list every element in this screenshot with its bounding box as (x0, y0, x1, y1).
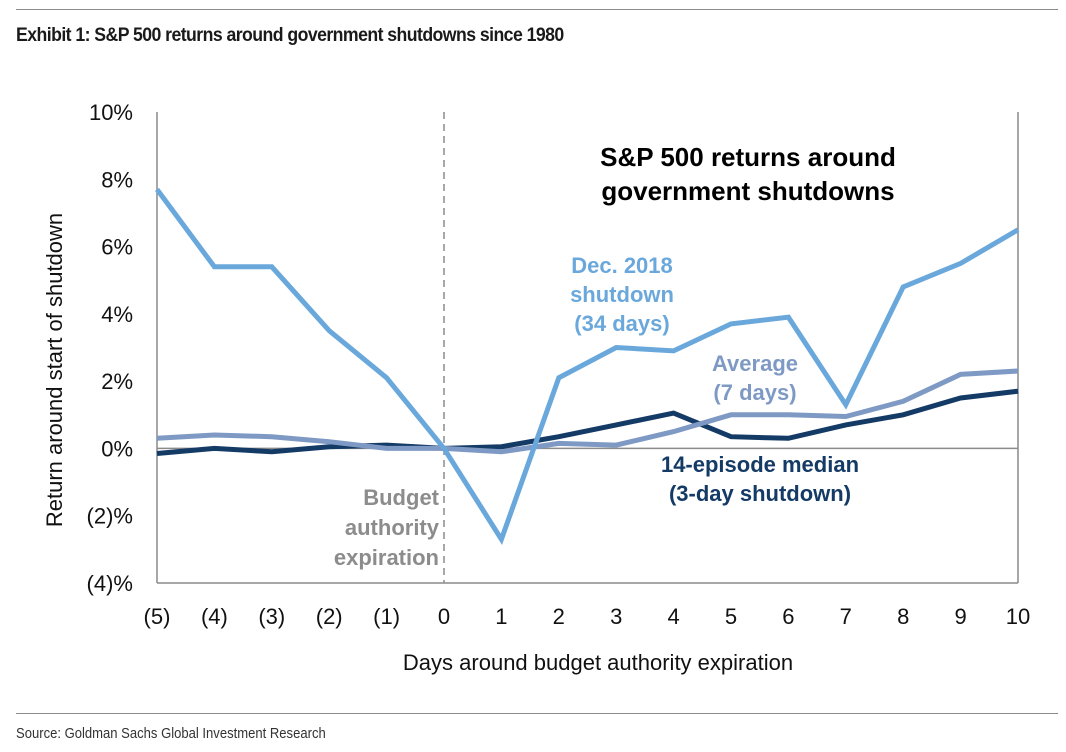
series-line-dec-2018 (154, 187, 1020, 545)
x-tick-label: (2) (316, 604, 343, 629)
x-tick-label: (5) (144, 604, 171, 629)
y-axis-ticks: 10% 8% 6% 4% 2% 0% (2)% (4)% (87, 100, 133, 596)
x-tick-label: 6 (782, 604, 794, 629)
average-label-line-1: Average (712, 351, 798, 376)
x-tick-label: (4) (201, 604, 228, 629)
top-divider (16, 9, 1058, 10)
x-tick-label: 2 (553, 604, 565, 629)
dec-2018-label-line-3: (34 days) (574, 311, 669, 336)
y-tick-label: 0% (101, 436, 133, 461)
x-tick-label: (3) (258, 604, 285, 629)
x-tick-label: 7 (840, 604, 852, 629)
ref-label-line-3: expiration (334, 545, 439, 570)
y-axis-title: Return around start of shutdown (42, 213, 67, 527)
x-tick-label: 1 (495, 604, 507, 629)
x-tick-label: 5 (725, 604, 737, 629)
y-tick-label: 10% (89, 100, 133, 125)
y-tick-label: (2)% (87, 504, 133, 529)
x-tick-label: (1) (373, 604, 400, 629)
series-label-average: Average (7 days) (712, 351, 798, 405)
median-label-line-1: 14-episode median (661, 452, 859, 477)
x-tick-label: 3 (610, 604, 622, 629)
series-label-median: 14-episode median (3-day shutdown) (661, 452, 859, 506)
ref-label-line-2: authority (345, 515, 440, 540)
dec-2018-label-line-1: Dec. 2018 (571, 253, 673, 278)
chart-title-line-1: S&P 500 returns around (600, 142, 896, 172)
series-layer (154, 187, 1020, 545)
ref-label-line-1: Budget (363, 485, 439, 510)
x-axis-ticks: (5) (4) (3) (2) (1) 0 1 2 3 4 5 6 7 8 9 10 (144, 604, 1031, 629)
median-label-line-2: (3-day shutdown) (669, 481, 851, 506)
dec-2018-label-line-2: shutdown (570, 282, 674, 307)
y-tick-label: 4% (101, 302, 133, 327)
average-label-line-2: (7 days) (713, 380, 796, 405)
x-axis-title: Days around budget authority expiration (403, 650, 793, 675)
bottom-divider (16, 713, 1058, 714)
y-tick-label: 8% (101, 167, 133, 192)
x-tick-label: 4 (667, 604, 679, 629)
y-tick-label: 2% (101, 369, 133, 394)
exhibit-title: Exhibit 1: S&P 500 returns around govern… (16, 25, 564, 46)
y-tick-label: (4)% (87, 571, 133, 596)
ref-line-label: Budget authority expiration (334, 485, 440, 570)
x-tick-label: 8 (897, 604, 909, 629)
x-tick-label: 9 (954, 604, 966, 629)
series-label-dec-2018: Dec. 2018 shutdown (34 days) (570, 253, 674, 336)
x-tick-label: 10 (1006, 604, 1030, 629)
x-tick-label: 0 (438, 604, 450, 629)
series-line-median (156, 388, 1019, 456)
chart-title-line-2: government shutdowns (601, 176, 894, 206)
y-tick-label: 6% (101, 235, 133, 260)
series-line-average (156, 368, 1019, 455)
source-note: Source: Goldman Sachs Global Investment … (16, 726, 326, 742)
